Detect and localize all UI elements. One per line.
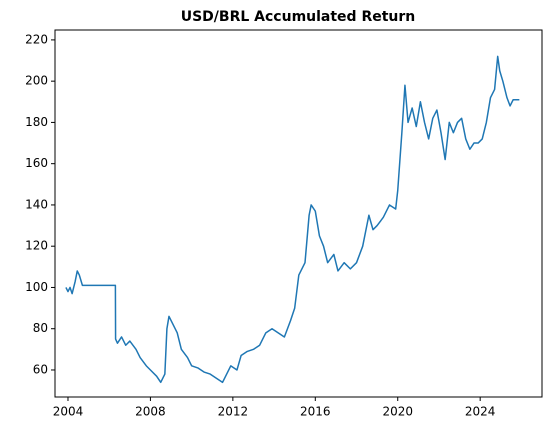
- y-tick-label: 220: [25, 32, 48, 46]
- y-tick-label: 200: [25, 74, 48, 88]
- x-tick-label: 2024: [465, 405, 496, 419]
- line-series: [65, 55, 520, 384]
- y-tick-label: 180: [25, 115, 48, 129]
- plot-frame: [54, 29, 543, 398]
- y-tick-label: 120: [25, 239, 48, 253]
- y-tick-label: 100: [25, 280, 48, 294]
- y-tick-label: 160: [25, 156, 48, 170]
- x-tick-label: 2008: [135, 405, 166, 419]
- chart-title: USD/BRL Accumulated Return: [181, 9, 416, 25]
- x-tick-label: 2012: [218, 405, 249, 419]
- x-tick-label: 2004: [53, 405, 84, 419]
- x-tick-label: 2020: [382, 405, 413, 419]
- y-tick-label: 60: [33, 362, 48, 376]
- y-tick-label: 140: [25, 197, 48, 211]
- x-tick-label: 2016: [300, 405, 331, 419]
- y-tick-label: 80: [33, 321, 48, 335]
